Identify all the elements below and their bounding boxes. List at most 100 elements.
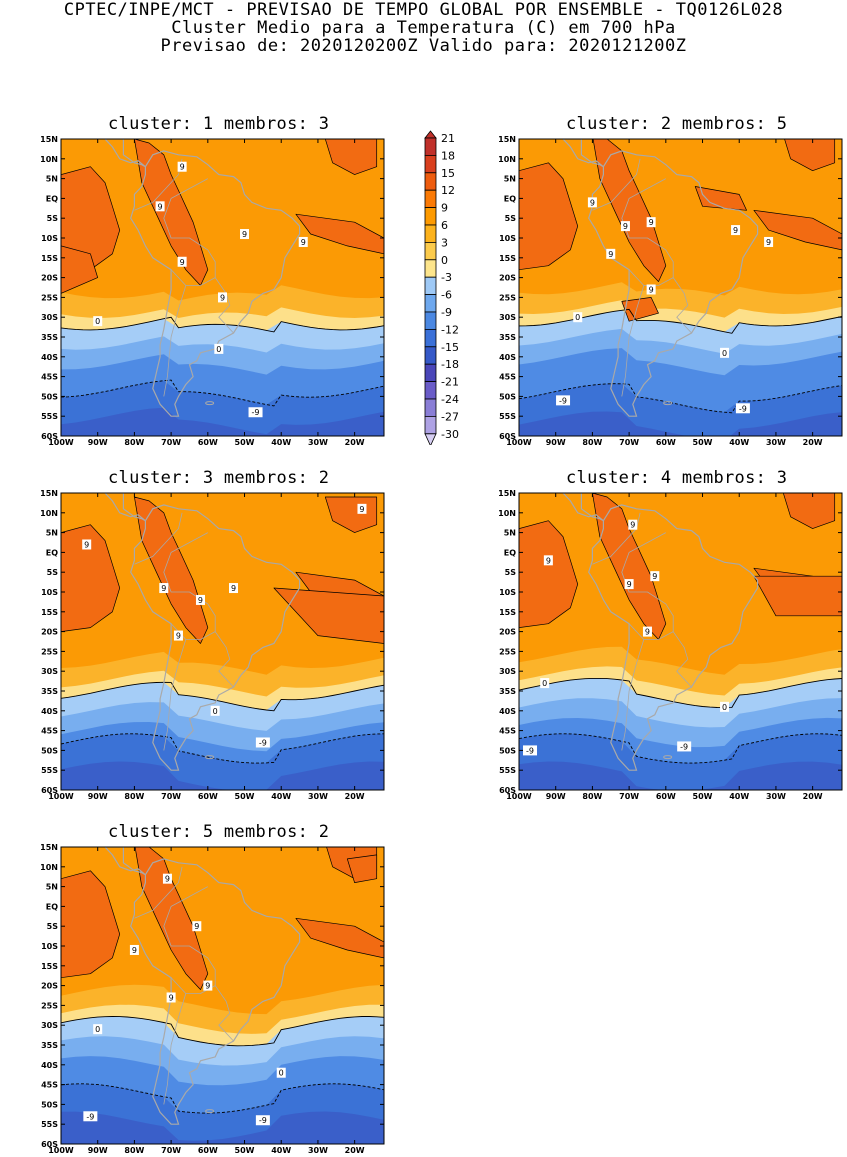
lon-tick-label: 60W bbox=[198, 1146, 218, 1154]
lat-tick-label: 50S bbox=[41, 1100, 58, 1109]
lat-tick-label: 15N bbox=[498, 136, 516, 144]
lat-tick-label: 30S bbox=[41, 667, 58, 676]
contour-label-bg bbox=[82, 539, 92, 550]
contour-label: 9 bbox=[205, 982, 210, 991]
lat-tick-label: 15S bbox=[41, 962, 58, 971]
contour-label: 9 bbox=[630, 521, 635, 530]
contour-label-bg bbox=[83, 1111, 98, 1122]
lon-tick-label: 80W bbox=[124, 1146, 144, 1154]
colorbar-label: -12 bbox=[441, 323, 459, 336]
lon-tick-label: 50W bbox=[693, 792, 713, 800]
lat-tick-label: 10S bbox=[499, 588, 516, 597]
lat-tick-label: 45S bbox=[499, 373, 516, 382]
contour-label: 0 bbox=[722, 703, 727, 712]
contour-label-bg bbox=[195, 594, 205, 605]
lon-tick-label: 100W bbox=[48, 438, 74, 446]
contour-label: 9 bbox=[623, 222, 628, 231]
lat-tick-label: 35S bbox=[499, 333, 516, 342]
contour-label: 9 bbox=[359, 505, 364, 514]
map-frame bbox=[518, 138, 843, 437]
lon-tick-label: 30W bbox=[766, 792, 786, 800]
colorbar-swatch bbox=[424, 328, 437, 348]
colorbar-swatch bbox=[424, 311, 437, 330]
lat-tick-label: 10N bbox=[40, 863, 58, 872]
lat-tick-label: 10N bbox=[40, 509, 58, 518]
colorbar-swatch bbox=[424, 398, 437, 417]
contour-label: 9 bbox=[627, 580, 632, 589]
contour-label: 0 bbox=[213, 707, 218, 716]
contour-label-bg bbox=[587, 197, 597, 208]
lon-tick-label: 80W bbox=[582, 438, 602, 446]
lat-tick-label: 15S bbox=[41, 608, 58, 617]
contour-label-bg bbox=[764, 236, 774, 247]
colorbar-label: 6 bbox=[441, 219, 448, 232]
lat-tick-label: 30S bbox=[499, 313, 516, 322]
contour-label-bg bbox=[218, 292, 227, 303]
lat-tick-label: EQ bbox=[504, 548, 516, 557]
colorbar-swatch bbox=[424, 154, 437, 174]
colorbar-top-arrow bbox=[424, 130, 437, 139]
lat-tick-label: 50S bbox=[41, 392, 58, 401]
lat-tick-label: 60S bbox=[499, 432, 516, 441]
lon-tick-label: 60W bbox=[656, 792, 676, 800]
contour-label: -9 bbox=[259, 1116, 267, 1125]
lon-tick-label: 100W bbox=[48, 1146, 74, 1154]
colorbar-label: -30 bbox=[441, 428, 459, 441]
contour-label-bg bbox=[159, 583, 169, 594]
contour-label-bg bbox=[620, 221, 630, 232]
contour-label: 9 bbox=[194, 922, 199, 931]
lon-tick-label: 80W bbox=[124, 438, 144, 446]
lat-tick-label: 25S bbox=[41, 293, 58, 302]
lat-tick-label: 20S bbox=[499, 628, 516, 637]
contour-label-bg bbox=[93, 316, 103, 327]
contour-label-bg bbox=[646, 217, 656, 228]
lat-tick-label: 40S bbox=[41, 1061, 58, 1070]
colorbar-label: 3 bbox=[441, 236, 448, 249]
colorbar-label: 0 bbox=[441, 254, 448, 267]
lon-tick-label: 50W bbox=[693, 438, 713, 446]
lat-tick-label: 5S bbox=[47, 214, 59, 223]
lat-tick-label: 35S bbox=[41, 1041, 58, 1050]
colorbar-swatch bbox=[424, 294, 437, 313]
lat-tick-label: EQ bbox=[46, 548, 58, 557]
contour-label: 9 bbox=[158, 202, 163, 211]
colorbar-swatch bbox=[424, 137, 437, 156]
map-frame bbox=[60, 492, 385, 791]
lat-tick-label: 50S bbox=[499, 392, 516, 401]
contour-label: 9 bbox=[733, 226, 738, 235]
lat-tick-label: 10N bbox=[498, 509, 516, 518]
contour-label-bg bbox=[276, 1067, 286, 1078]
contour-label-bg bbox=[192, 921, 202, 932]
lat-tick-label: 5S bbox=[47, 922, 59, 931]
lat-tick-label: 35S bbox=[41, 333, 58, 342]
lat-tick-label: EQ bbox=[46, 902, 58, 911]
lon-tick-label: 70W bbox=[161, 438, 181, 446]
lat-tick-label: 5N bbox=[46, 529, 58, 538]
lat-tick-label: 40S bbox=[499, 353, 516, 362]
colorbar-label: -6 bbox=[441, 289, 452, 302]
lat-tick-label: 20S bbox=[41, 982, 58, 991]
lat-tick-label: 10S bbox=[41, 942, 58, 951]
main-title-line-3: Previsao de: 2020120200Z Valido para: 20… bbox=[160, 36, 687, 56]
lat-tick-label: 20S bbox=[499, 274, 516, 283]
contour-label-bg bbox=[229, 583, 239, 594]
contour-label-bg bbox=[573, 312, 583, 323]
contour-label-bg bbox=[93, 1024, 103, 1035]
lat-tick-label: 20S bbox=[41, 628, 58, 637]
lat-tick-label: 25S bbox=[41, 1001, 58, 1010]
colorbar-label: -27 bbox=[441, 410, 459, 423]
contour-label: 9 bbox=[161, 584, 166, 593]
colorbar-label: -18 bbox=[441, 358, 459, 371]
lat-tick-label: 55S bbox=[41, 412, 58, 421]
lon-tick-label: 90W bbox=[546, 438, 566, 446]
contour-label: 0 bbox=[722, 349, 727, 358]
map-frame bbox=[60, 138, 385, 437]
colorbar-swatch bbox=[424, 276, 437, 295]
colorbar-swatch bbox=[424, 207, 437, 226]
lat-tick-label: 30S bbox=[41, 1021, 58, 1030]
contour-label-bg bbox=[357, 503, 367, 514]
contour-label-bg bbox=[624, 579, 634, 590]
lat-tick-label: EQ bbox=[46, 194, 58, 203]
contour-label: 9 bbox=[546, 556, 551, 565]
contour-label: 9 bbox=[84, 540, 89, 549]
